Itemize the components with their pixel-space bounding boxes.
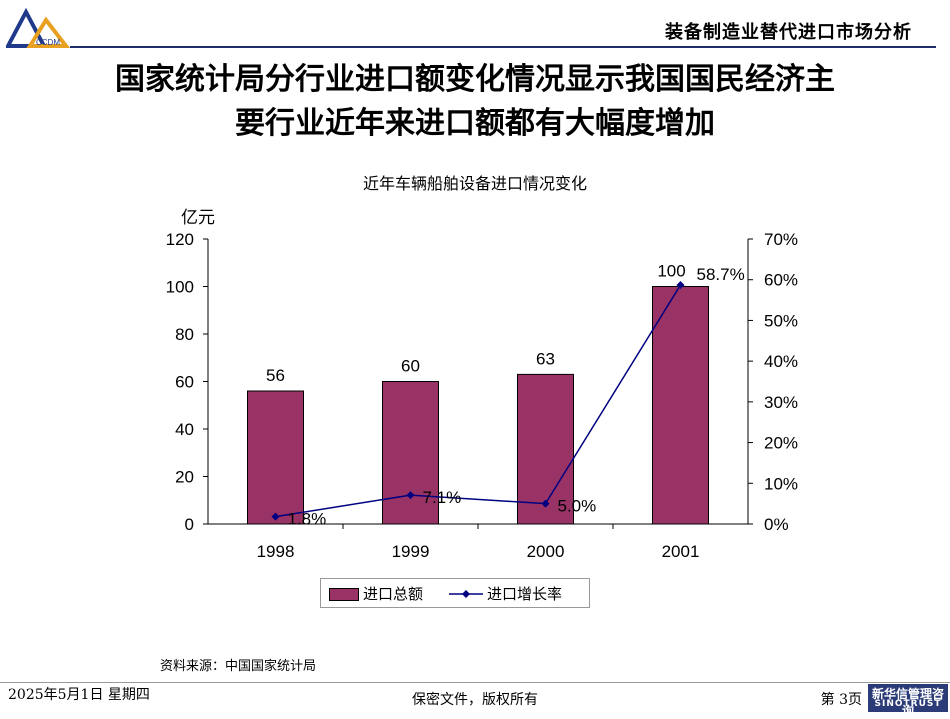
legend-bar-swatch	[329, 588, 359, 601]
y-right-tick-label: 0%	[764, 515, 789, 534]
growth-point-2001	[676, 281, 685, 290]
y-right-tick-label: 40%	[764, 352, 798, 371]
footer-divider	[0, 682, 950, 683]
brand-name-en: SINOTRUST	[874, 699, 942, 709]
y-left-tick-label: 20	[175, 468, 194, 487]
growth-rate-label: 5.0%	[558, 497, 597, 516]
y-right-tick-label: 60%	[764, 271, 798, 290]
x-tick-label: 1999	[392, 542, 430, 561]
chart-legend: 进口总额 进口增长率	[320, 578, 590, 608]
growth-point-2000	[541, 499, 550, 508]
legend-bar-label: 进口总额	[363, 585, 424, 603]
legend-line-swatch	[449, 590, 483, 598]
bar-value-label: 63	[536, 349, 555, 368]
chart-title: 近年车辆船舶设备进口情况变化	[362, 174, 587, 193]
bar-1999	[382, 381, 439, 525]
x-tick-label: 2000	[527, 542, 565, 561]
x-tick-label: 1998	[257, 542, 295, 561]
footer-page-number: 第 3页	[820, 692, 862, 708]
growth-rate-line	[275, 284, 682, 518]
y-right-tick-label: 70%	[764, 230, 798, 249]
growth-point-1999	[406, 491, 415, 500]
growth-rate-label: 58.7%	[697, 265, 745, 284]
bar-2001	[652, 286, 709, 525]
y-left-tick-label: 40	[175, 420, 194, 439]
slide-title: 国家统计局分行业进口额变化情况显示我国国民经济主 要行业近年来进口额都有大幅度增…	[0, 58, 950, 146]
y-right-tick-label: 10%	[764, 474, 798, 493]
bar-value-label: 100	[657, 262, 685, 281]
y-right-tick-label: 20%	[764, 434, 798, 453]
bar-1998	[247, 390, 304, 525]
y-left-tick-label: 80	[175, 325, 194, 344]
footer-date: 2025年5月1日 星期四	[8, 687, 150, 703]
bar-value-label: 60	[401, 357, 420, 376]
brand-badge: 新华信管理咨询 SINOTRUST	[868, 684, 948, 718]
source-note: 资料来源：中国国家统计局	[160, 659, 317, 674]
logo-text: CCDM	[36, 38, 60, 47]
y-right-tick-label: 50%	[764, 311, 798, 330]
header-title: 装备制造业替代进口市场分析	[665, 22, 912, 43]
y-left-tick-label: 120	[166, 230, 194, 249]
company-logo: CCDM	[6, 7, 71, 48]
legend-line-label: 进口增长率	[487, 585, 563, 603]
growth-rate-label: 7.1%	[423, 488, 462, 507]
header-divider	[70, 46, 936, 48]
bar-value-label: 56	[266, 366, 285, 385]
y-left-tick-label: 0	[185, 515, 194, 534]
bar-2000	[517, 373, 574, 525]
growth-point-1998	[271, 512, 280, 521]
slide-title-line-1: 国家统计局分行业进口额变化情况显示我国国民经济主	[115, 62, 835, 97]
x-tick-label: 2001	[662, 542, 700, 561]
growth-rate-label: 1.8%	[288, 510, 327, 529]
y-left-tick-label: 100	[166, 278, 194, 297]
y-right-tick-label: 30%	[764, 393, 798, 412]
slide-title-line-2: 要行业近年来进口额都有大幅度增加	[235, 106, 715, 141]
y-left-tick-label: 60	[175, 373, 194, 392]
y-axis-title: 亿元	[181, 208, 215, 228]
footer-confidential: 保密文件，版权所有	[412, 692, 538, 708]
